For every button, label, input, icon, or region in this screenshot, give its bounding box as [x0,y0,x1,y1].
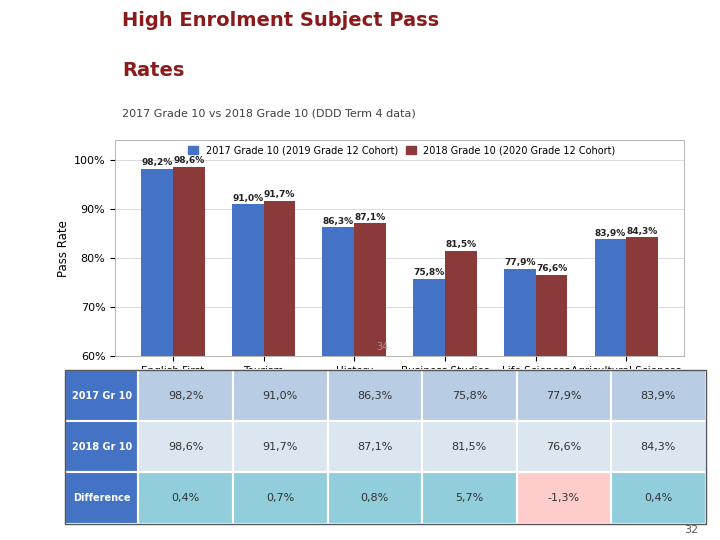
Text: 5,7%: 5,7% [455,493,483,503]
FancyBboxPatch shape [422,472,516,524]
Y-axis label: Pass Rate: Pass Rate [57,220,70,277]
Text: 81,5%: 81,5% [451,442,487,452]
Legend: 2017 Grade 10 (2019 Grade 12 Cohort), 2018 Grade 10 (2020 Grade 12 Cohort): 2017 Grade 10 (2019 Grade 12 Cohort), 20… [189,145,616,156]
FancyBboxPatch shape [65,472,138,524]
FancyBboxPatch shape [422,421,516,472]
Bar [595,239,626,540]
Text: High Enrolment Subject Pass: High Enrolment Subject Pass [122,11,439,30]
FancyBboxPatch shape [328,472,422,524]
FancyBboxPatch shape [138,370,233,421]
Text: 91,0%: 91,0% [263,390,298,401]
FancyBboxPatch shape [138,472,233,524]
Text: 76,6%: 76,6% [546,442,582,452]
Text: 98,6%: 98,6% [168,442,204,452]
FancyBboxPatch shape [65,421,138,472]
FancyBboxPatch shape [328,370,422,421]
Text: 87,1%: 87,1% [354,213,386,222]
FancyBboxPatch shape [611,421,706,472]
Text: 2018 Gr 10: 2018 Gr 10 [71,442,132,452]
Bar [232,204,264,540]
Bar [141,169,173,540]
FancyBboxPatch shape [233,421,328,472]
Bar [413,279,445,540]
Bar [264,201,295,540]
Text: 2017 Gr 10: 2017 Gr 10 [71,390,132,401]
Bar [173,167,204,540]
FancyBboxPatch shape [516,421,611,472]
Text: 77,9%: 77,9% [504,258,536,267]
Text: 0,8%: 0,8% [361,493,389,503]
Bar [626,237,658,540]
Text: 86,3%: 86,3% [357,390,392,401]
FancyBboxPatch shape [516,370,611,421]
Text: 77,9%: 77,9% [546,390,582,401]
Text: 91,0%: 91,0% [232,194,264,202]
Text: 91,7%: 91,7% [263,442,298,452]
Text: 98,6%: 98,6% [173,157,204,165]
FancyBboxPatch shape [328,421,422,472]
Text: 0,4%: 0,4% [171,493,200,503]
Text: Difference: Difference [73,493,130,503]
Text: 98,2%: 98,2% [141,158,173,167]
Text: 0,4%: 0,4% [644,493,672,503]
Text: 84,3%: 84,3% [641,442,676,452]
Bar [445,251,477,540]
Text: 2017 Grade 10 vs 2018 Grade 10 (DDD Term 4 data): 2017 Grade 10 vs 2018 Grade 10 (DDD Term… [122,108,416,118]
FancyBboxPatch shape [233,472,328,524]
FancyBboxPatch shape [611,370,706,421]
Bar [354,224,386,540]
Text: 81,5%: 81,5% [445,240,477,249]
Bar [323,227,354,540]
Text: 83,9%: 83,9% [595,228,626,238]
Text: 75,8%: 75,8% [413,268,445,278]
Bar [536,275,567,540]
FancyBboxPatch shape [65,370,138,421]
Text: 76,6%: 76,6% [536,265,567,273]
FancyBboxPatch shape [422,370,516,421]
Text: 0,7%: 0,7% [266,493,294,503]
Text: 98,2%: 98,2% [168,390,204,401]
Text: 75,8%: 75,8% [451,390,487,401]
Text: 32: 32 [684,524,698,535]
Text: 91,7%: 91,7% [264,190,295,199]
Text: 84,3%: 84,3% [626,227,658,235]
Text: 86,3%: 86,3% [323,217,354,226]
Bar [504,268,536,540]
Text: 87,1%: 87,1% [357,442,392,452]
FancyBboxPatch shape [233,370,328,421]
FancyBboxPatch shape [611,472,706,524]
Text: Rates: Rates [122,60,185,80]
Text: -1,3%: -1,3% [548,493,580,503]
FancyBboxPatch shape [138,421,233,472]
Text: 34: 34 [377,342,389,352]
Text: 83,9%: 83,9% [641,390,676,401]
FancyBboxPatch shape [516,472,611,524]
